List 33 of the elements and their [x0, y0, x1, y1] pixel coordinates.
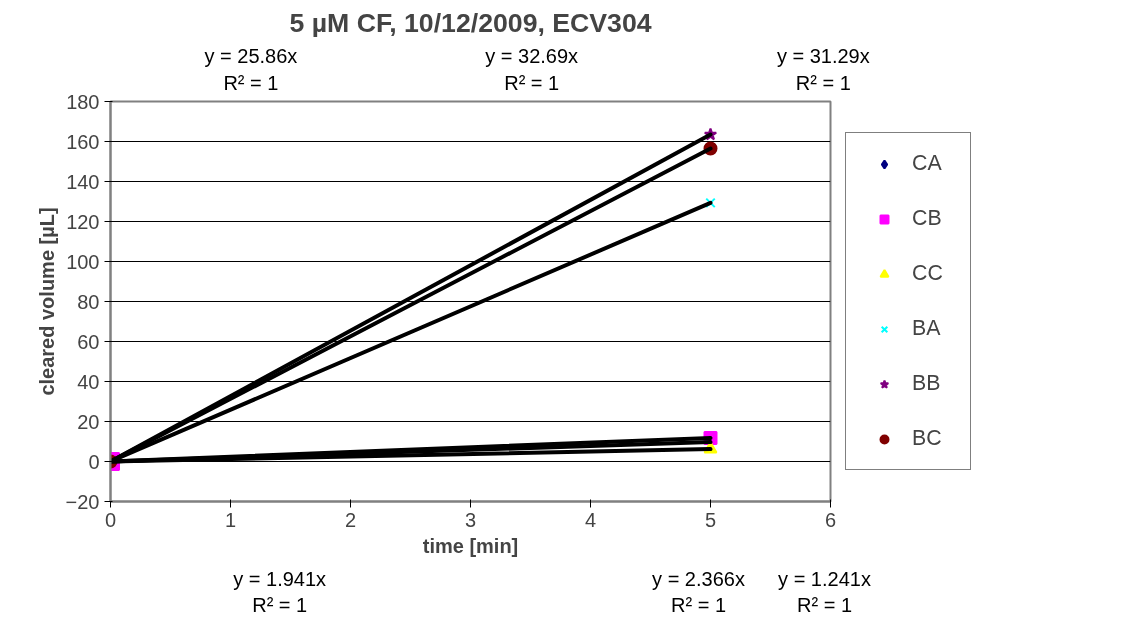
text: y = 1.941x R² = 1 [233, 567, 327, 616]
legend-label: CB [912, 206, 943, 231]
x-tick-label: 4 [584, 508, 597, 531]
x-axis-title: time [min] [422, 534, 519, 557]
legend-label: BC [912, 426, 943, 451]
text: y = 2.366x R² = 1 [652, 567, 745, 616]
legend-label: BA [912, 316, 942, 341]
y-tick-label: 80 [77, 290, 100, 313]
x-tick-label: 3 [464, 508, 477, 531]
y-tick-label: 120 [66, 210, 100, 233]
x-tick-label: 2 [344, 508, 357, 531]
x-tick-label: 1 [224, 508, 237, 531]
y-tick-label: −20 [65, 490, 100, 513]
text: y = 1.241x R² = 1 [778, 567, 871, 616]
legend-label: BB [912, 371, 942, 396]
y-tick-label: 40 [77, 370, 100, 393]
legend-label: CC [912, 261, 944, 286]
y-axis-title: cleared volume [µL] [35, 207, 58, 396]
y-tick-label: 100 [66, 250, 100, 273]
y-tick-label: 160 [66, 130, 100, 153]
text: y = 32.69x R² = 1 [485, 45, 579, 94]
y-tick-label: 140 [66, 170, 100, 193]
y-tick-label: 60 [77, 330, 100, 353]
y-tick-label: 180 [66, 90, 100, 113]
text: y = 31.29x R² = 1 [776, 45, 870, 94]
x-tick-label: 5 [704, 508, 717, 531]
text: y = 25.86x R² = 1 [204, 45, 298, 94]
legend-label: CA [912, 151, 943, 176]
y-tick-label: 20 [77, 410, 100, 433]
x-tick-label: 0 [104, 508, 117, 531]
chart-title: 5 µM CF, 10/12/2009, ECV304 [289, 7, 652, 38]
x-tick-label: 6 [824, 508, 837, 531]
y-tick-label: 0 [88, 450, 100, 473]
